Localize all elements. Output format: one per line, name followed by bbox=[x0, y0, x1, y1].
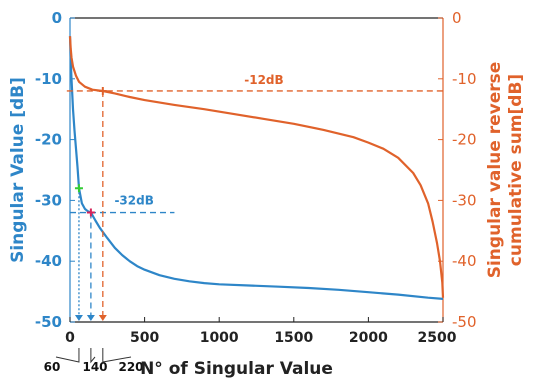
threshold-label-left: -32dB bbox=[114, 194, 153, 208]
y-left-tick-label: 0 bbox=[52, 9, 62, 27]
y-right-tick-label: -30 bbox=[452, 191, 477, 209]
x-tick-label: 1000 bbox=[200, 330, 239, 346]
y-axis-right-title-line1: Singular value reverse bbox=[485, 62, 505, 279]
y-right-tick-label: -50 bbox=[452, 313, 477, 331]
marker-140 bbox=[86, 208, 95, 217]
y-axis-left-title: Singular Value [dB] bbox=[8, 77, 28, 263]
x-tick-label: 500 bbox=[130, 330, 159, 346]
drop-arrow-220 bbox=[98, 315, 107, 321]
x-tick-label: 1500 bbox=[274, 330, 313, 346]
y-right-tick-label: -20 bbox=[452, 131, 477, 149]
y-left-tick-label: -10 bbox=[35, 70, 62, 88]
drop-arrow-60 bbox=[74, 315, 83, 321]
y-right-tick-label: -40 bbox=[452, 252, 477, 270]
marker-220 bbox=[98, 86, 107, 95]
y-left-tick-label: -40 bbox=[35, 252, 62, 270]
drop-arrow-140 bbox=[86, 315, 95, 321]
x-axis-title: N° of Singular Value bbox=[140, 359, 333, 379]
callout-label-60: 60 bbox=[44, 360, 61, 374]
callout-label-140: 140 bbox=[82, 360, 107, 374]
callout-label-220: 220 bbox=[118, 360, 143, 374]
callout-line-140 bbox=[90, 348, 96, 364]
y-left-tick-label: -30 bbox=[35, 191, 62, 209]
y-left-tick-label: -20 bbox=[35, 131, 62, 149]
callout-line-220 bbox=[102, 348, 132, 363]
threshold-label-right: -12dB bbox=[244, 73, 283, 87]
marker-60 bbox=[74, 184, 83, 193]
y-left-tick-label: -50 bbox=[35, 313, 62, 331]
y-axis-right-title-line2: cumulative sum[dB] bbox=[506, 74, 526, 266]
x-tick-label: 0 bbox=[65, 330, 75, 346]
x-tick-label: 2000 bbox=[349, 330, 388, 346]
series-line-right bbox=[68, 36, 445, 298]
y-right-tick-label: -10 bbox=[452, 70, 477, 88]
series-line-left bbox=[68, 36, 444, 300]
callout-line-60 bbox=[55, 348, 80, 363]
x-tick-label: 2500 bbox=[418, 330, 457, 346]
y-right-tick-label: 0 bbox=[452, 9, 462, 27]
